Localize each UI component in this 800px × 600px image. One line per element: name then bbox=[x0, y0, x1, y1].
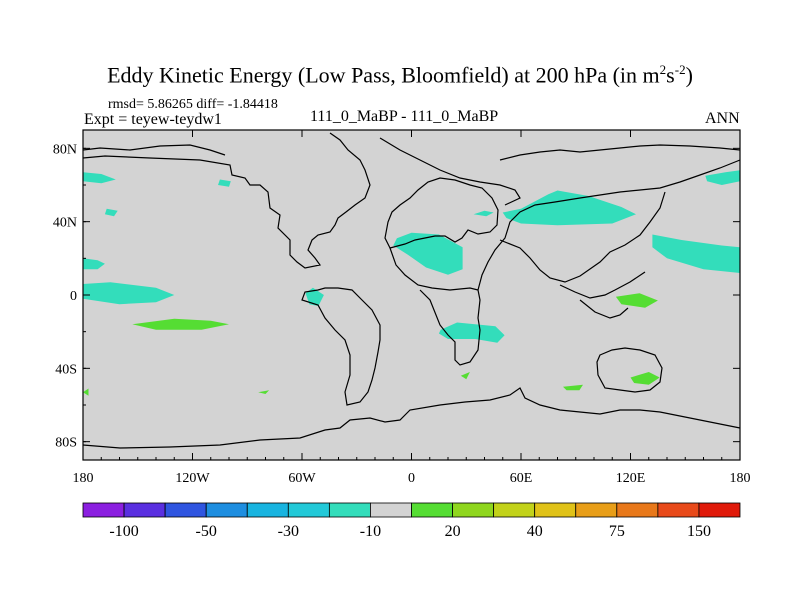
x-tick-label-3: 0 bbox=[408, 471, 415, 486]
colorbar-swatch-0 bbox=[82, 502, 125, 518]
coastline-north-america bbox=[82, 132, 371, 269]
title-sup1: 2 bbox=[659, 62, 667, 77]
colorbar-label-7: 150 bbox=[687, 523, 711, 540]
coastline-africa-eurasia bbox=[389, 159, 741, 366]
anomaly-patch-9 bbox=[652, 234, 740, 273]
anomaly-patch-10 bbox=[705, 170, 740, 185]
coastline-europe bbox=[384, 177, 499, 249]
anomaly-patch-15 bbox=[460, 372, 470, 380]
colorbar-swatch-11 bbox=[534, 502, 577, 518]
anomaly-patch-1 bbox=[83, 258, 105, 270]
title-sup2: -2 bbox=[674, 62, 686, 77]
anomaly-patch-5 bbox=[305, 287, 324, 306]
expt-label: Expt = teyew-teydw1 bbox=[84, 111, 222, 128]
colorbar-swatch-2 bbox=[164, 502, 207, 518]
anomaly-patch-11 bbox=[473, 210, 494, 217]
colorbar-swatch-1 bbox=[123, 502, 166, 518]
anomaly-patch-4 bbox=[218, 179, 231, 187]
colorbar-label-6: 75 bbox=[609, 523, 625, 540]
anomaly-patch-16 bbox=[563, 384, 583, 391]
season-label: ANN bbox=[705, 110, 740, 127]
chart-title: Eddy Kinetic Energy (Low Pass, Bloomfiel… bbox=[0, 62, 800, 88]
colorbar-swatch-6 bbox=[328, 502, 371, 518]
colorbar-swatch-5 bbox=[287, 502, 330, 518]
colorbar-swatch-9 bbox=[452, 502, 495, 518]
coastline-australia bbox=[596, 347, 663, 393]
coastline-arctic bbox=[82, 144, 741, 161]
colorbar-label-1: -50 bbox=[196, 523, 217, 540]
x-tick-label-4: 60E bbox=[510, 471, 533, 486]
center-label: 111_0_MaBP - 111_0_MaBP bbox=[310, 108, 499, 125]
anomaly-patch-3 bbox=[104, 208, 118, 217]
coastline-southeast-asia bbox=[559, 271, 646, 319]
colorbar-label-0: -100 bbox=[109, 523, 138, 540]
y-tick-label-1: 40N bbox=[53, 216, 77, 231]
anomaly-patch-14 bbox=[83, 388, 89, 396]
anomaly-patch-12 bbox=[132, 318, 229, 330]
anomaly-patch-7 bbox=[438, 322, 505, 343]
colorbar-label-3: -10 bbox=[360, 523, 381, 540]
anomaly-patch-18 bbox=[258, 390, 270, 394]
anomaly-patch-13 bbox=[615, 293, 658, 308]
y-tick-label-0: 80N bbox=[53, 142, 77, 157]
colorbar-label-4: 20 bbox=[445, 523, 461, 540]
x-tick-label-1: 120W bbox=[175, 471, 210, 486]
y-tick-label-2: 0 bbox=[70, 289, 77, 304]
anomaly-patch-6 bbox=[393, 232, 463, 275]
coastlines bbox=[82, 132, 741, 449]
colorbar-swatch-3 bbox=[205, 502, 248, 518]
x-tick-label-5: 120E bbox=[616, 471, 646, 486]
colorbar-swatch-7 bbox=[370, 502, 412, 518]
coastline-antarctica bbox=[82, 387, 741, 449]
y-tick-label-4: 80S bbox=[55, 436, 77, 451]
colorbar-swatch-10 bbox=[493, 502, 536, 518]
coastline-south-america bbox=[301, 287, 381, 406]
anomaly-patch-8 bbox=[502, 190, 636, 226]
coastline-greenland bbox=[379, 137, 521, 206]
x-tick-label-2: 60W bbox=[288, 471, 316, 486]
colorbar-swatch-15 bbox=[698, 502, 741, 518]
anomaly-patch-17 bbox=[630, 372, 660, 385]
anomaly-patch-2 bbox=[83, 172, 116, 184]
x-tick-label-6: 180 bbox=[730, 471, 751, 486]
colorbar-label-5: 40 bbox=[527, 523, 543, 540]
title-main: Eddy Kinetic Energy (Low Pass, Bloomfiel… bbox=[107, 62, 660, 88]
stats-label: rmsd= 5.86265 diff= -1.84418 bbox=[108, 97, 278, 112]
colorbar-swatch-14 bbox=[657, 502, 700, 518]
title-end: ) bbox=[685, 62, 693, 88]
colorbar-label-2: -30 bbox=[278, 523, 299, 540]
colorbar-swatch-4 bbox=[246, 502, 289, 518]
x-tick-label-0: 180 bbox=[73, 471, 94, 486]
colorbar-swatch-12 bbox=[575, 502, 618, 518]
y-tick-label-3: 40S bbox=[55, 362, 77, 377]
colorbar-swatch-8 bbox=[411, 502, 453, 518]
anomaly-patch-0 bbox=[83, 282, 175, 305]
colorbar-swatch-13 bbox=[616, 502, 659, 518]
title-mid: s bbox=[666, 62, 675, 88]
